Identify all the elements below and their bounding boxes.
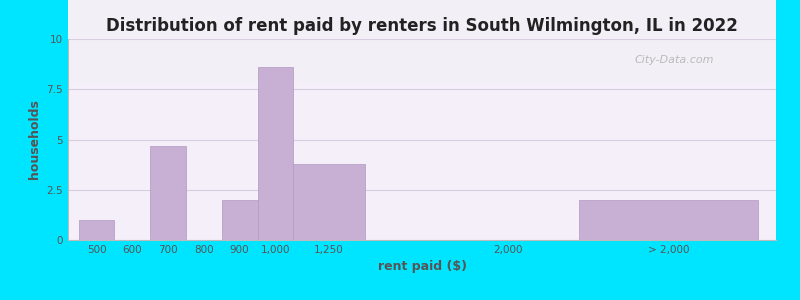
X-axis label: rent paid ($): rent paid ($)	[378, 260, 466, 273]
Bar	[294, 164, 365, 240]
Bar	[579, 200, 758, 240]
Bar	[258, 67, 294, 240]
Bar	[222, 200, 258, 240]
Y-axis label: households: households	[28, 100, 41, 179]
Title: Distribution of rent paid by renters in South Wilmington, IL in 2022: Distribution of rent paid by renters in …	[106, 17, 738, 35]
Bar	[150, 146, 186, 240]
Bar	[78, 220, 114, 240]
Text: City-Data.com: City-Data.com	[634, 55, 714, 65]
